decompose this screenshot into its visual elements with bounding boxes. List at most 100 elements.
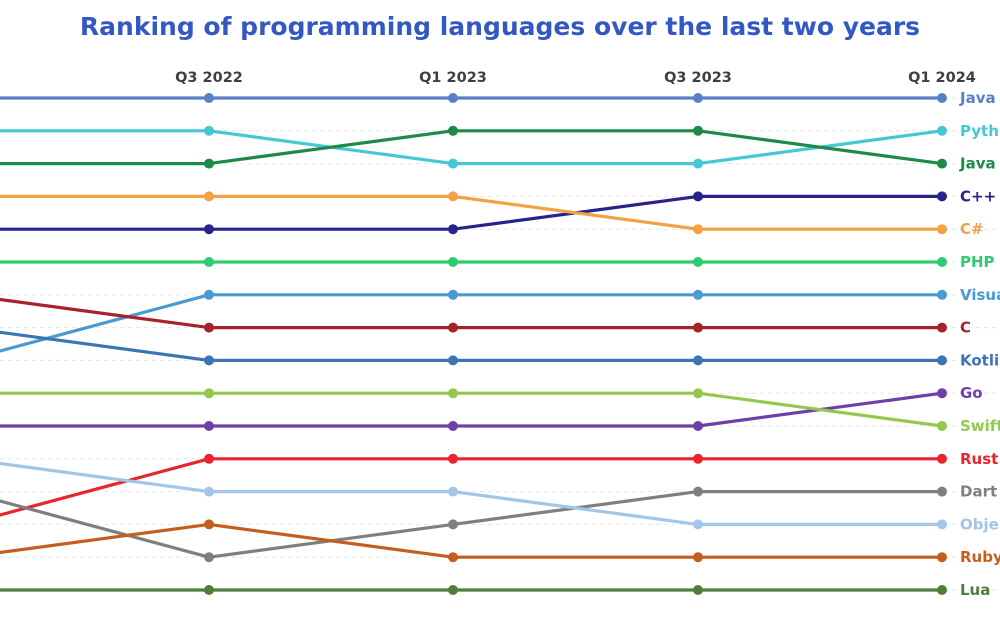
data-point	[937, 552, 947, 563]
data-point	[448, 322, 458, 333]
data-point	[693, 224, 703, 235]
data-point	[448, 93, 458, 103]
data-point	[448, 453, 458, 464]
data-point	[937, 257, 947, 267]
series-lines	[0, 96, 943, 592]
data-point	[937, 322, 947, 333]
data-point	[204, 486, 214, 497]
data-point	[937, 355, 947, 366]
data-point	[204, 224, 214, 235]
data-point	[204, 519, 214, 530]
series-label: Rust	[960, 450, 998, 468]
data-point	[204, 322, 214, 333]
data-point	[693, 125, 703, 136]
data-point	[693, 93, 703, 103]
data-point	[693, 191, 703, 202]
data-point	[448, 519, 458, 530]
series-line	[0, 194, 942, 231]
data-point	[204, 289, 214, 300]
data-point	[693, 421, 703, 431]
data-point	[937, 486, 947, 497]
data-point	[448, 191, 458, 202]
x-tick-label: Q3 2023	[664, 70, 732, 86]
data-point	[204, 585, 214, 595]
data-point	[693, 519, 703, 530]
data-point	[937, 388, 947, 399]
data-point	[448, 257, 458, 267]
series-label: Go	[960, 384, 983, 402]
series-line	[0, 129, 943, 166]
x-tick-label: Q1 2023	[419, 70, 487, 86]
data-point	[204, 552, 214, 563]
data-point	[204, 191, 214, 202]
series-label: C#	[960, 220, 984, 238]
series-label: Java	[959, 89, 996, 107]
data-point	[937, 421, 947, 431]
data-point	[448, 224, 458, 235]
data-point	[448, 486, 458, 497]
series-line	[0, 194, 942, 231]
series-label: PHP	[960, 253, 995, 271]
data-point	[693, 158, 703, 169]
data-point	[937, 453, 947, 464]
data-point	[204, 93, 214, 103]
data-point	[693, 486, 703, 497]
data-point	[937, 125, 947, 136]
chart-title: Ranking of programming languages over th…	[79, 12, 921, 41]
data-point	[448, 552, 458, 563]
series-label: Swift	[960, 417, 1000, 435]
data-point	[204, 158, 214, 169]
data-point	[693, 355, 703, 366]
series-line	[0, 391, 943, 428]
series-line	[0, 330, 942, 362]
series-label: Dart	[960, 483, 997, 501]
series-label: Ruby	[960, 548, 1000, 566]
data-point	[204, 453, 214, 464]
data-point	[448, 158, 458, 169]
series-label: Java	[959, 155, 996, 173]
series-line	[0, 522, 942, 559]
series-label: Lua	[960, 581, 990, 599]
series-label: C	[960, 319, 971, 337]
grid-layer	[0, 97, 1000, 591]
data-point	[204, 125, 214, 136]
data-point	[693, 289, 703, 300]
data-point	[693, 322, 703, 333]
series-points	[204, 93, 947, 595]
data-point	[448, 125, 458, 136]
data-point	[448, 585, 458, 595]
data-point	[937, 93, 947, 103]
data-point	[937, 158, 947, 169]
data-point	[693, 388, 703, 399]
data-point	[937, 224, 947, 235]
series-labels: Java Pyth Java C++ C# PHP Visua C Kotli Go Swift Ru…	[959, 89, 1000, 599]
x-tick-label: Q3 2022	[175, 70, 243, 86]
series-label: Pyth	[960, 122, 999, 140]
data-point	[693, 552, 703, 563]
data-point	[448, 421, 458, 431]
data-point	[204, 421, 214, 431]
series-line	[0, 129, 943, 166]
data-point	[204, 355, 214, 366]
data-point	[937, 585, 947, 595]
data-point	[448, 355, 458, 366]
series-label: C++	[960, 187, 996, 205]
series-line	[0, 391, 943, 428]
data-point	[448, 388, 458, 399]
data-point	[693, 585, 703, 595]
series-label: Obje	[960, 515, 999, 533]
data-point	[448, 289, 458, 300]
series-line	[0, 297, 942, 330]
data-point	[204, 388, 214, 399]
data-point	[937, 289, 947, 300]
data-point	[693, 257, 703, 267]
data-point	[937, 519, 947, 530]
data-point	[693, 453, 703, 464]
series-label: Visua	[960, 286, 1000, 304]
x-tick-label: Q1 2024	[908, 70, 976, 86]
data-point	[204, 257, 214, 267]
series-label: Kotli	[960, 351, 999, 369]
x-axis-ticks: Q3 2022 Q1 2023 Q3 2023 Q1 2024	[175, 70, 976, 86]
data-point	[937, 191, 947, 202]
